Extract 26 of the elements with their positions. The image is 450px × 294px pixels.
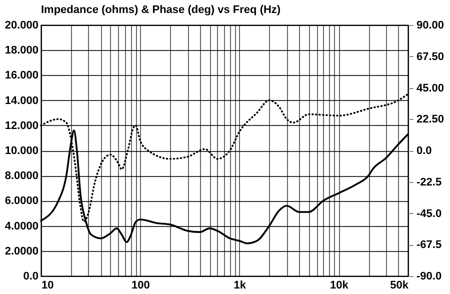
x-tick-label: 50k [390,280,410,292]
y2-tick-label: 67.50 [416,50,444,63]
y-tick-label: 2.0000 [4,245,38,258]
y-tick-label: 10.000 [4,145,38,157]
y-tick-label: 6.0000 [4,195,38,208]
y2-tick-label: -90.0 [416,270,442,282]
y2-tick-label: 90.00 [416,20,444,32]
y2-tick-label: -67.5 [416,239,442,252]
y-tick-label: 4.0000 [4,220,38,232]
y2-tick-label: 45.00 [416,82,444,94]
chart-title: Impedance (ohms) & Phase (deg) vs Freq (Hz) [41,4,281,16]
y-tick-label: 16.000 [4,70,38,82]
y-tick-label: 18.000 [4,44,38,57]
x-tick-label: 10 [42,280,54,292]
y-tick-label: 12.000 [4,120,38,132]
x-tick-label: 10k [330,280,350,292]
x-tick-label: 100 [132,280,150,292]
y2-tick-label: -45.0 [416,208,442,220]
y-tick-label: 8.0000 [4,170,38,182]
x-tick-label: 1k [234,280,247,292]
y-tick-label: 14.000 [4,94,38,107]
y2-tick-label: 0.0 [416,145,432,157]
y2-tick-label: 22.50 [416,114,444,126]
y-tick-label: 0.0 [23,270,38,282]
y-tick-label: 20.000 [4,20,38,32]
y2-tick-label: -22.5 [416,176,442,188]
